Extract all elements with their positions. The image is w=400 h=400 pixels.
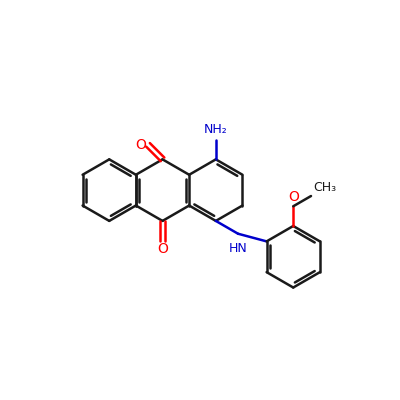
Text: O: O (136, 138, 146, 152)
Text: HN: HN (229, 242, 247, 256)
Text: O: O (288, 190, 299, 204)
Text: O: O (157, 242, 168, 256)
Text: NH₂: NH₂ (204, 123, 228, 136)
Text: CH₃: CH₃ (313, 181, 336, 194)
